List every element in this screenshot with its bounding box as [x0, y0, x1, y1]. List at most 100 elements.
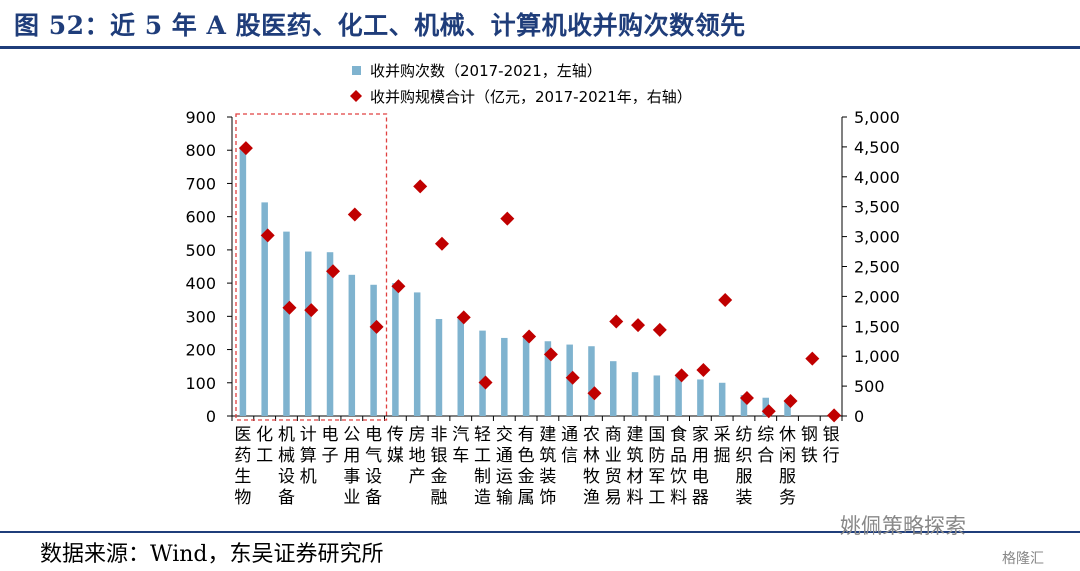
scatter-point	[718, 292, 733, 307]
bar	[392, 283, 399, 416]
legend-bar-swatch	[352, 66, 361, 75]
y-left-tick-label: 200	[185, 341, 216, 360]
scatter-point	[696, 362, 711, 377]
x-tick-label: 有色金属	[518, 425, 535, 508]
bar	[370, 284, 377, 416]
y-right-tick-label: 4,500	[854, 138, 900, 157]
bar	[457, 316, 464, 416]
x-tick-label: 采掘	[714, 425, 731, 466]
bar	[413, 292, 421, 416]
title-rule	[0, 46, 1080, 49]
scatter-point	[326, 264, 341, 279]
y-right-tick-label: 2,500	[854, 258, 900, 277]
x-tick-label: 化工	[256, 425, 273, 466]
scatter-point	[478, 375, 493, 390]
y-left-tick-label: 0	[206, 407, 216, 426]
y-left-tick-label: 700	[185, 174, 216, 193]
scatter-point	[805, 351, 820, 366]
bar	[631, 372, 639, 416]
bar	[239, 146, 247, 416]
x-tick-label: 电气设备	[365, 425, 382, 508]
legend-marker-label: 收并购规模合计（亿元，2017-2021年，右轴）	[370, 88, 692, 106]
footer-rule	[0, 531, 1080, 533]
x-tick-label: 机械设备	[278, 425, 295, 508]
scatter-point	[456, 310, 471, 325]
x-tick-label: 传媒	[387, 425, 404, 466]
x-tick-label: 食品饮料	[670, 425, 687, 508]
scatter-point	[631, 318, 646, 333]
bar	[610, 361, 617, 416]
scatter-point	[652, 322, 667, 337]
highlight-box	[235, 113, 388, 421]
scatter-point	[391, 279, 406, 294]
x-tick-label: 建筑材料	[627, 425, 644, 508]
y-right-tick-label: 3,500	[854, 198, 900, 217]
x-tick-label: 休闲服务	[779, 425, 796, 508]
x-tick-label: 钢铁	[801, 425, 818, 466]
scatter-point	[434, 236, 449, 251]
y-left-tick-label: 900	[185, 108, 216, 127]
x-tick-label: 交通运输	[496, 425, 513, 508]
x-tick-label: 公用事业	[343, 425, 360, 508]
y-left-tick-label: 600	[185, 208, 216, 227]
y-left-tick-label: 100	[185, 374, 216, 393]
scatter-point	[587, 386, 602, 401]
bar	[305, 251, 312, 416]
x-tick-label: 农林牧渔	[583, 425, 600, 508]
bar	[283, 231, 290, 416]
scatter-point	[500, 211, 515, 226]
y-right-tick-label: 5,000	[854, 108, 900, 127]
y-right-tick-label: 1,000	[854, 347, 900, 366]
y-left-tick-label: 400	[185, 274, 216, 293]
scatter-point	[761, 404, 776, 419]
scatter-point	[304, 303, 319, 318]
corner-watermark: 格隆汇	[1002, 551, 1044, 567]
scatter-point	[282, 300, 297, 315]
scatter-point	[674, 368, 689, 383]
scatter-point	[369, 319, 384, 334]
bar	[675, 376, 682, 416]
x-tick-label: 国防军工	[648, 425, 665, 508]
bar	[697, 379, 704, 416]
x-tick-label: 家用电器	[692, 425, 709, 508]
x-tick-label: 综合	[757, 425, 774, 466]
scatter-point	[565, 370, 580, 385]
scatter-point	[413, 179, 428, 194]
bar	[261, 202, 268, 416]
scatter-point	[260, 228, 275, 243]
bar	[718, 382, 726, 416]
bar	[435, 318, 443, 416]
y-left-tick-label: 500	[185, 241, 216, 260]
bar	[501, 337, 508, 416]
bar	[762, 397, 769, 416]
scatter-point	[739, 391, 754, 406]
x-tick-label: 电子	[322, 425, 339, 466]
legend-bar-label: 收并购次数（2017-2021，左轴）	[370, 62, 602, 80]
scatter-point	[522, 329, 537, 344]
x-tick-label: 通信	[561, 425, 578, 466]
scatter-point	[543, 347, 558, 362]
bar	[522, 336, 530, 416]
bar	[784, 400, 791, 416]
y-right-tick-label: 3,000	[854, 228, 900, 247]
x-tick-label: 医药生物	[234, 425, 251, 508]
x-tick-label: 商业贸易	[605, 425, 622, 508]
y-right-tick-label: 500	[854, 377, 885, 396]
scatter-point	[238, 141, 253, 156]
x-tick-label: 计算机	[300, 425, 317, 487]
scatter-point	[609, 314, 624, 329]
x-tick-label: 建筑装饰	[539, 425, 556, 508]
x-tick-label: 轻工制造	[474, 425, 491, 508]
scatter-point	[783, 394, 798, 409]
bar	[588, 346, 595, 416]
x-tick-label: 银行	[823, 425, 840, 466]
y-right-tick-label: 2,000	[854, 287, 900, 306]
bar	[348, 274, 356, 416]
x-tick-label: 纺织服装	[735, 425, 752, 508]
x-tick-label: 汽车	[452, 425, 469, 466]
y-left-tick-label: 800	[185, 141, 216, 160]
bar	[479, 330, 486, 416]
scatter-point	[827, 408, 842, 423]
bar	[740, 395, 748, 416]
